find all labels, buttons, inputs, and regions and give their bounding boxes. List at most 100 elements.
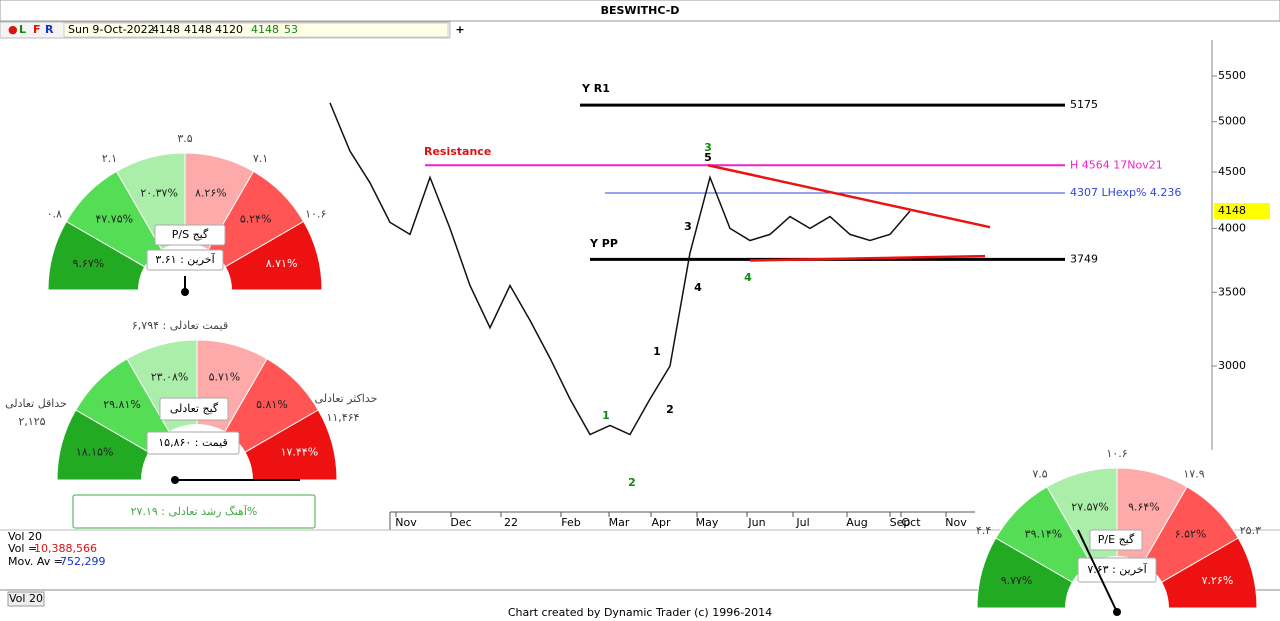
y-tick-label: 3500 — [1218, 285, 1246, 298]
gauge-max-label: حداکثر تعادلی — [315, 392, 378, 405]
x-tick-label: Jun — [747, 516, 765, 529]
gauge-title: P/E گیج — [1098, 533, 1135, 546]
gauge-bound-label: ۷.۱ — [253, 152, 268, 165]
last-price-box — [1214, 202, 1270, 219]
growth-label: آهنگ رشد تعادلی : ۲۷.۱۹% — [131, 504, 258, 518]
gauge-last-box — [1077, 557, 1157, 583]
wave-label: 4 — [694, 281, 702, 294]
gauge-last: آخرین : ۷.۶۳ — [1087, 562, 1147, 576]
x-tick-label: Mar — [609, 516, 630, 529]
y-tick-label: 4500 — [1218, 165, 1246, 178]
x-tick-label: Apr — [651, 516, 671, 529]
gauge-last-box — [146, 431, 240, 455]
gauge-min-value: ۲,۱۲۵ — [18, 415, 45, 428]
wave-label: 5 — [704, 151, 712, 164]
gauge-bound-label: ۲۵.۳ — [1240, 524, 1261, 537]
y-tick-label: 4000 — [1218, 221, 1246, 234]
level-value-label: 5175 — [1070, 98, 1098, 111]
gauge-last: قیمت : ۱۵,۸۶۰ — [158, 436, 227, 449]
wave-label: 4 — [744, 271, 752, 284]
trendline — [749, 254, 986, 262]
status-dot: ● — [8, 23, 18, 36]
trendline — [707, 164, 991, 229]
gauge-bound-label: ۴.۴ — [976, 524, 991, 537]
gauge-segment-label: ۶.۵۲% — [1175, 527, 1207, 540]
gauge-top-label: قیمت تعادلی : ۶,۷۹۴ — [132, 319, 228, 332]
x-tick-label: Oct — [901, 516, 921, 529]
gauge-title-box — [154, 224, 226, 246]
gauge-max-value: ۱۱,۴۶۴ — [326, 411, 359, 424]
volume-tab-label[interactable]: Vol 20 — [9, 592, 43, 605]
x-tick-label: Dec — [450, 516, 471, 529]
gauge-segment-label: ۹.۶۴% — [1128, 501, 1160, 514]
x-tick-label: Sep — [890, 516, 911, 529]
gauge-needle-hub — [181, 288, 189, 296]
toolbar-button[interactable]: L — [19, 23, 26, 36]
x-tick-label: May — [696, 516, 719, 529]
x-tick-label: Aug — [846, 516, 867, 529]
gauge-title: P/S گیج — [172, 228, 209, 241]
footer: Chart created by Dynamic Trader (c) 1996… — [508, 606, 772, 619]
gauge-segment-label: ۲۰.۳۷% — [140, 186, 178, 199]
price-line — [329, 102, 911, 436]
gauge-segment-label: ۱۷.۴۴% — [281, 446, 319, 459]
growth-box — [72, 494, 316, 529]
level-name: Resistance — [424, 145, 491, 158]
gauge-bound-label: ۱۷.۹ — [1183, 468, 1204, 481]
gauge-last: آخرین : ۳.۶۱ — [155, 252, 215, 266]
gauge-segment-label: ۹.۶۷% — [73, 257, 105, 270]
quote-box — [63, 22, 449, 38]
gauge-bound-label: ۲.۱ — [102, 152, 117, 165]
gauge-segment-label: ۱۸.۱۵% — [76, 446, 114, 459]
gauge-segment-label: ۸.۷۱% — [266, 257, 298, 270]
gauge-segment-label: ۲۷.۵۷% — [1071, 501, 1109, 514]
gauge-segment-label: ۲۳.۰۸% — [151, 371, 189, 384]
level-name: Y PP — [589, 237, 618, 250]
quote-open: 4148 — [152, 23, 180, 36]
gauge-segment-label: ۵.۸۱% — [256, 398, 288, 411]
toolbar-button[interactable]: R — [45, 23, 54, 36]
ma-value: 752,299 — [60, 555, 106, 568]
toolbar-button[interactable]: F — [33, 23, 41, 36]
quote-date: Sun 9-Oct-2022 — [68, 23, 155, 36]
gauge-bound-label: ۱۰.۶ — [1106, 447, 1127, 460]
y-tick-label: 3000 — [1218, 359, 1246, 372]
gauge-segment-label: ۵.۲۴% — [240, 212, 272, 225]
gauge-title-box — [159, 397, 229, 421]
quote-extra: 53 — [284, 23, 298, 36]
wave-label: 1 — [653, 345, 661, 358]
gauge-segment-label: ۵.۷۱% — [209, 371, 241, 384]
gauge-segment-label: ۸.۲۶% — [195, 186, 227, 199]
wave-label: 3 — [704, 141, 712, 154]
gauge-title: گیج تعادلی — [170, 402, 219, 415]
gauge-last-box — [146, 249, 224, 271]
volume-title: Vol 20 — [8, 530, 42, 543]
last-price: 4148 — [1218, 204, 1246, 217]
gauge-needle — [1077, 529, 1118, 613]
volume-label: Vol = — [8, 542, 37, 555]
x-tick-label: Nov — [945, 516, 967, 529]
add-button[interactable]: + — [455, 23, 464, 36]
volume-tab[interactable] — [7, 591, 45, 607]
gauge-min-label: حداقل تعادلی — [5, 397, 67, 410]
quote-high: 4148 — [184, 23, 212, 36]
window-title: BESWITHC-D — [601, 4, 680, 17]
gauge-needle-hub — [171, 476, 179, 484]
level-value-label: 4307 LHexp% 4.236 — [1070, 186, 1181, 199]
gauge-segment-label: ۷.۲۶% — [1202, 574, 1234, 587]
gauge-segment-label: ۹.۷۷% — [1001, 574, 1033, 587]
title-bar — [0, 0, 1280, 22]
gauge-bound-label: ۷.۵ — [1032, 468, 1047, 481]
y-tick-label: 5000 — [1218, 115, 1246, 128]
wave-label: 1 — [602, 409, 610, 422]
x-tick-label: Feb — [561, 516, 580, 529]
y-tick-label: 5500 — [1218, 69, 1246, 82]
level-value-label: 3749 — [1070, 252, 1098, 265]
x-tick-label: Jul — [795, 516, 809, 529]
x-tick-label: 22 — [504, 516, 518, 529]
quote-close: 4148 — [251, 23, 279, 36]
wave-label: 3 — [684, 220, 692, 233]
gauge-segment-label: ۲۹.۸۱% — [103, 398, 141, 411]
